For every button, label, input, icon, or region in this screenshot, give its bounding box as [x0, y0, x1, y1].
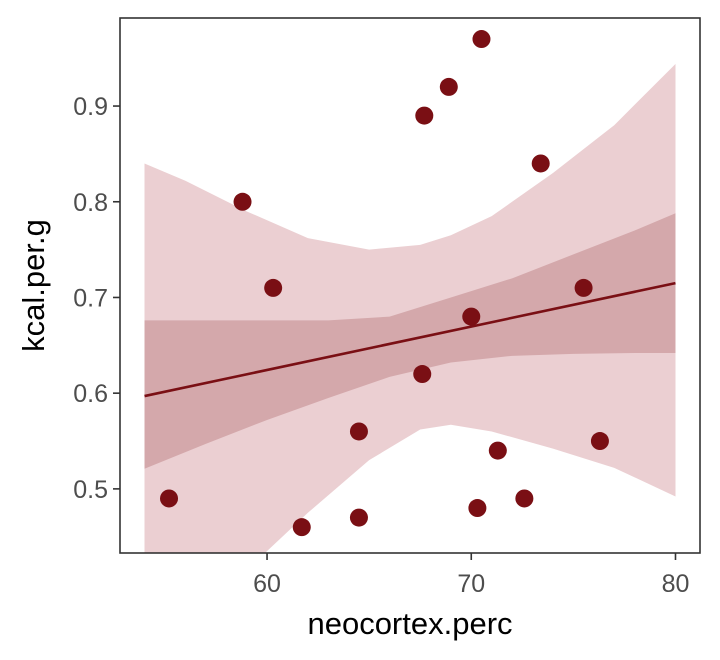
- data-point-3: [264, 278, 283, 297]
- data-point-8: [415, 106, 434, 125]
- data-point-11: [468, 499, 487, 518]
- x-axis-title: neocortex.perc: [307, 606, 512, 641]
- y-tick-label-0.5: 0.5: [73, 476, 108, 504]
- y-axis: 0.5 0.6 0.7 0.8 0.9: [73, 93, 120, 504]
- y-tick-label-0.7: 0.7: [73, 284, 108, 312]
- data-point-5: [349, 422, 368, 441]
- data-point-1: [160, 489, 179, 508]
- data-point-2: [233, 192, 252, 211]
- data-point-16: [574, 278, 593, 297]
- prediction-interval-band: [144, 63, 676, 553]
- data-point-7: [413, 365, 432, 384]
- data-points: [160, 30, 609, 537]
- data-point-14: [515, 489, 534, 508]
- y-tick-label-0.6: 0.6: [73, 380, 108, 408]
- y-tick-label-0.9: 0.9: [73, 93, 108, 121]
- confidence-interval-band: [144, 213, 676, 469]
- data-point-4: [292, 518, 311, 537]
- regression-line: [144, 281, 676, 398]
- y-axis-title: kcal.per.g: [16, 219, 51, 352]
- x-tick-label-70: 70: [457, 570, 485, 598]
- x-axis: 60 70 80: [253, 553, 689, 598]
- data-point-10: [462, 307, 481, 326]
- y-tick-label-0.8: 0.8: [73, 189, 108, 217]
- plot-panel-border: [119, 17, 701, 554]
- data-point-6: [349, 508, 368, 527]
- data-point-13: [488, 441, 507, 460]
- data-point-12: [472, 30, 491, 49]
- data-point-17: [590, 432, 609, 451]
- data-point-9: [439, 77, 458, 96]
- data-point-15: [531, 154, 550, 173]
- x-tick-label-80: 80: [662, 570, 690, 598]
- x-tick-label-60: 60: [253, 570, 281, 598]
